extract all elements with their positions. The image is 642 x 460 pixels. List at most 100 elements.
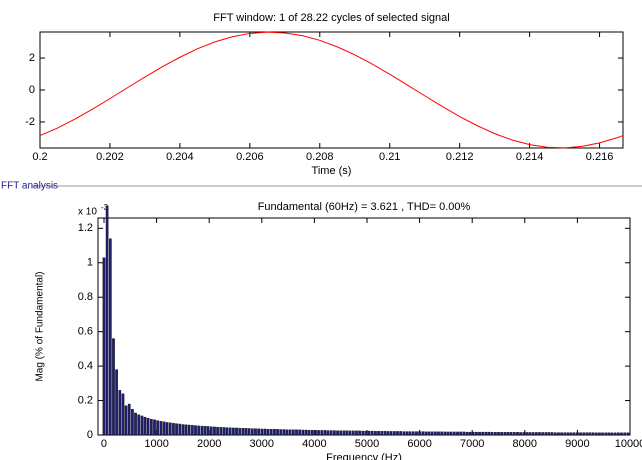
bar bbox=[459, 431, 462, 436]
bar bbox=[595, 432, 598, 436]
x-tick-label: 0.206 bbox=[236, 151, 264, 163]
bar bbox=[563, 432, 567, 436]
bar bbox=[613, 432, 617, 436]
bar bbox=[528, 432, 532, 436]
x-tick-label: 2000 bbox=[197, 438, 221, 450]
bar bbox=[159, 421, 163, 436]
bar bbox=[497, 432, 500, 436]
bar bbox=[481, 431, 485, 436]
bar bbox=[361, 430, 365, 436]
bar bbox=[626, 432, 630, 436]
bar bbox=[440, 431, 444, 436]
y-tick-label: 2 bbox=[29, 52, 35, 64]
bar bbox=[216, 426, 219, 436]
bar bbox=[475, 431, 478, 436]
bar bbox=[105, 205, 109, 436]
bar bbox=[449, 431, 453, 436]
bar bbox=[582, 432, 586, 436]
bar bbox=[279, 429, 283, 436]
bar bbox=[411, 431, 415, 436]
x-tick-label: 8000 bbox=[513, 438, 537, 450]
bar bbox=[374, 431, 377, 436]
bar bbox=[367, 430, 371, 436]
bar bbox=[553, 432, 557, 436]
x-tick-label: 4000 bbox=[302, 438, 326, 450]
bar bbox=[547, 432, 551, 436]
bar bbox=[241, 428, 245, 436]
bar bbox=[370, 430, 374, 436]
bar bbox=[336, 430, 339, 436]
bar bbox=[165, 422, 169, 436]
y-tick-label: 1 bbox=[87, 257, 93, 269]
bar bbox=[298, 429, 302, 436]
bar bbox=[408, 431, 412, 436]
bar bbox=[566, 432, 570, 436]
bar bbox=[146, 417, 150, 436]
bar bbox=[623, 432, 627, 436]
signal-line bbox=[39, 31, 624, 149]
bar bbox=[108, 238, 112, 436]
bar bbox=[184, 424, 188, 436]
bar bbox=[591, 432, 595, 436]
bar bbox=[131, 409, 134, 436]
bar bbox=[383, 431, 387, 436]
bar bbox=[487, 431, 491, 436]
bar bbox=[178, 423, 182, 436]
bar bbox=[415, 431, 418, 436]
bar bbox=[484, 431, 488, 436]
bar bbox=[402, 431, 406, 436]
bar bbox=[452, 431, 456, 436]
y-tick-label: -2 bbox=[25, 116, 35, 128]
bar bbox=[153, 419, 156, 436]
bar bbox=[393, 431, 396, 436]
bar bbox=[307, 430, 311, 436]
x-tick-label: 0.214 bbox=[516, 151, 544, 163]
bar bbox=[462, 431, 466, 436]
bar bbox=[396, 431, 399, 436]
bar bbox=[456, 431, 459, 436]
bar bbox=[115, 369, 118, 436]
x-axis-label: Frequency (Hz) bbox=[326, 452, 402, 460]
bar bbox=[292, 429, 295, 436]
bar bbox=[430, 431, 434, 436]
bar bbox=[127, 403, 131, 436]
bar bbox=[538, 432, 541, 436]
bar bbox=[418, 431, 421, 436]
bar bbox=[301, 429, 305, 436]
bar bbox=[317, 430, 320, 436]
bar bbox=[358, 430, 361, 436]
bar bbox=[443, 431, 447, 436]
bar bbox=[232, 427, 235, 436]
bar bbox=[273, 429, 276, 436]
bar bbox=[465, 431, 469, 436]
bar bbox=[162, 421, 166, 436]
bar bbox=[544, 432, 548, 436]
x-tick-label: 0.208 bbox=[306, 151, 334, 163]
bar bbox=[607, 432, 611, 436]
x-axis-label: Time (s) bbox=[312, 165, 352, 177]
bar bbox=[197, 425, 201, 436]
bar bbox=[424, 431, 428, 436]
bar bbox=[503, 432, 507, 436]
bar bbox=[525, 432, 529, 436]
bar bbox=[288, 429, 292, 436]
bar bbox=[506, 432, 510, 436]
bar bbox=[364, 430, 368, 436]
bar bbox=[124, 405, 128, 436]
panel-label: FFT analysis bbox=[1, 181, 58, 192]
bar bbox=[260, 428, 264, 436]
bar bbox=[225, 427, 229, 436]
bar bbox=[339, 430, 343, 436]
bar bbox=[263, 428, 267, 436]
bar bbox=[269, 428, 273, 436]
bar bbox=[355, 430, 358, 436]
x-tick-label: 0.212 bbox=[446, 151, 474, 163]
bar bbox=[314, 430, 317, 436]
bar bbox=[569, 432, 573, 436]
bar bbox=[121, 393, 125, 436]
bar bbox=[478, 431, 481, 436]
axes-box bbox=[97, 217, 631, 436]
bar bbox=[203, 426, 207, 436]
bar bbox=[254, 428, 257, 436]
